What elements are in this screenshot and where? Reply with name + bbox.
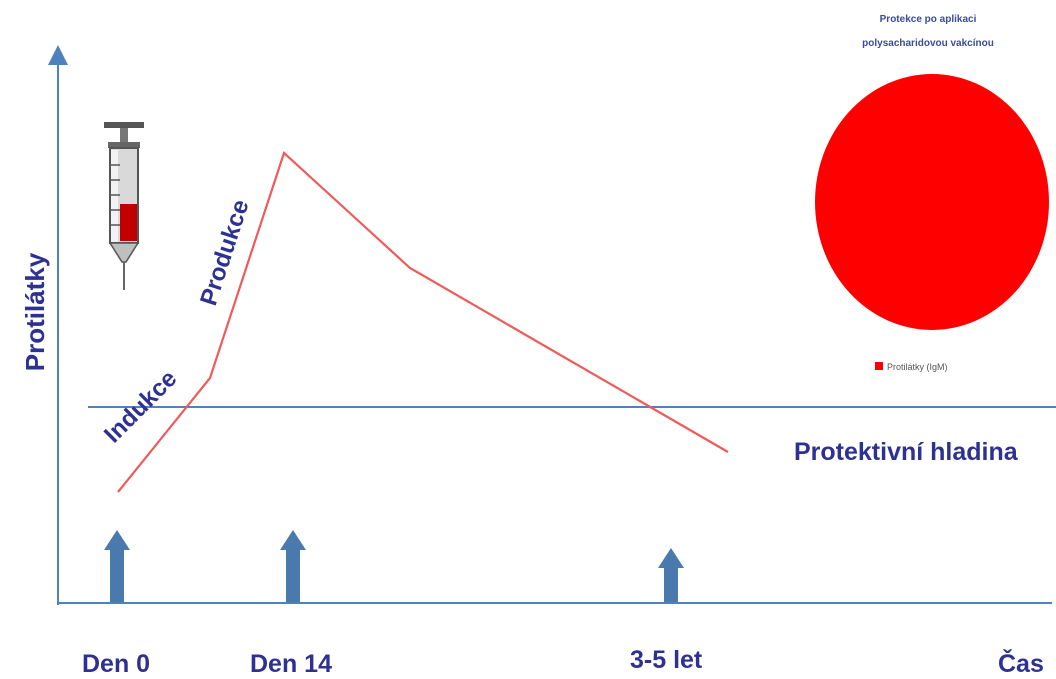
time-marker-label: Den 0 — [82, 650, 150, 678]
up-arrow-icon — [104, 530, 130, 602]
igm-circle — [815, 74, 1049, 330]
legend-title-line2: polysacharidovou vakcínou — [862, 38, 994, 49]
legend-title-line1: Protekce po aplikaci — [880, 14, 977, 25]
legend-item-label: Protilátky (IgM) — [887, 362, 948, 372]
up-arrow-icon — [658, 548, 684, 602]
protective-level-label: Protektivní hladina — [794, 438, 1019, 466]
up-arrow-icon — [280, 530, 306, 602]
x-axis-end-label: Čas — [998, 648, 1044, 678]
legend-swatch — [875, 362, 883, 370]
syringe-icon — [104, 122, 144, 290]
antibody-curve — [117, 151, 729, 493]
time-marker-label: 3-5 let — [630, 646, 703, 674]
production-label: Produkce — [195, 196, 254, 308]
y-axis-label: Protilátky — [20, 252, 50, 371]
time-marker-label: Den 14 — [250, 650, 332, 678]
